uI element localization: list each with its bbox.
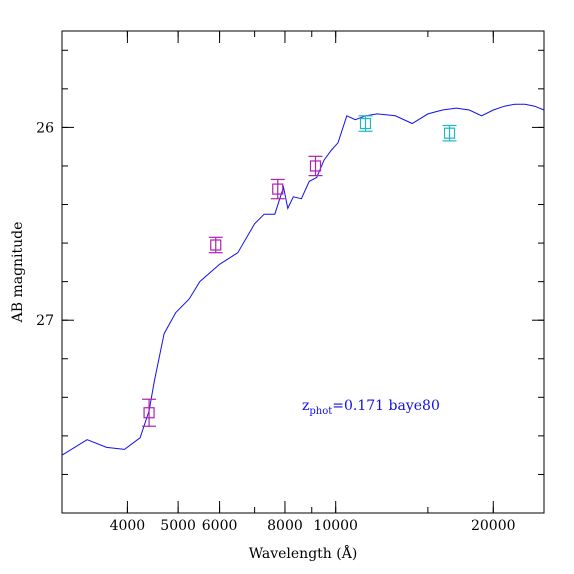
- x-tick-label: 4000: [110, 518, 146, 534]
- x-tick-label: 10000: [313, 518, 358, 534]
- y-tick-labels: 26 27: [36, 120, 54, 329]
- photometry-point: [358, 115, 373, 132]
- point-marker: [143, 407, 155, 419]
- photometry-point: [308, 155, 323, 177]
- photometry-point: [270, 178, 285, 200]
- sed-model-line: [61, 103, 545, 456]
- y-tick-label: 26: [36, 120, 54, 136]
- annotation-main: z: [302, 398, 309, 414]
- y-axis-title: AB magnitude: [10, 222, 26, 324]
- x-tick-labels: 4000 5000 6000 8000 10000 20000: [110, 518, 516, 534]
- photometry-point: [142, 398, 157, 427]
- x-tick-label: 5000: [160, 518, 196, 534]
- axis-ticks: [61, 31, 545, 514]
- annotation-rest: =0.171 baye80: [332, 398, 440, 414]
- point-marker: [443, 127, 456, 139]
- point-marker: [210, 239, 222, 251]
- point-marker: [309, 160, 322, 172]
- photo-z-annotation: zphot=0.171 baye80: [302, 398, 440, 417]
- plot-frame: [61, 30, 545, 514]
- x-tick-label: 6000: [202, 518, 238, 534]
- point-marker: [359, 117, 372, 130]
- point-marker: [272, 183, 284, 195]
- y-tick-label: 27: [36, 313, 54, 329]
- photometry-point: [442, 124, 457, 142]
- x-axis-title: Wavelength (Å): [249, 544, 358, 562]
- x-tick-label: 8000: [267, 518, 303, 534]
- annotation-subscript: phot: [309, 406, 332, 417]
- x-tick-label: 20000: [471, 518, 516, 534]
- photometry-point: [208, 236, 223, 254]
- photometry-points: [142, 115, 457, 427]
